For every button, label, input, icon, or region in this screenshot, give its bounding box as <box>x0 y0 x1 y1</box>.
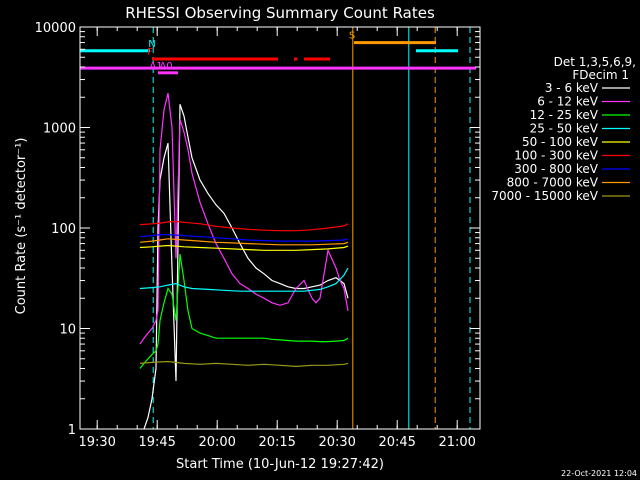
y-axis-label: Count Rate (s⁻¹ detector⁻¹) <box>14 138 29 315</box>
legend-label-4: 50 - 100 keV <box>522 135 599 149</box>
x-tick-label-3: 20:15 <box>258 435 295 450</box>
series-line-0 <box>143 104 349 430</box>
x-tick-label-1: 19:45 <box>138 435 175 450</box>
footer-timestamp: 22-Oct-2021 12:04 <box>561 469 637 478</box>
x-tick-label-5: 20:45 <box>378 435 415 450</box>
y-tick-label-4: 10000 <box>35 21 76 36</box>
legend-label-0: 3 - 6 keV <box>545 81 599 95</box>
legend-title-line-2: FDecim 1 <box>572 68 629 82</box>
legend-label-1: 6 - 12 keV <box>537 95 599 109</box>
legend-title-line-1: Det 1,3,5,6,9, <box>554 55 636 69</box>
status-bar-label-4: A1 <box>149 61 162 72</box>
chart-title: RHESSI Observing Summary Count Rates <box>125 4 435 22</box>
status-bar-label-1: S <box>349 31 355 42</box>
legend-label-3: 25 - 50 keV <box>530 122 599 136</box>
x-tick-label-4: 20:30 <box>318 435 355 450</box>
y-tick-label-3: 1000 <box>43 122 76 137</box>
legend-title: Det 1,3,5,6,9, FDecim 1 <box>554 55 636 82</box>
x-tick-label-2: 20:00 <box>198 435 235 450</box>
y-tick-label-0: 1 <box>68 423 76 438</box>
series-line-5 <box>139 220 349 232</box>
legend-label-6: 300 - 800 keV <box>514 162 598 176</box>
y-tick-label-2: 100 <box>51 222 76 237</box>
status-bar-label-0: N <box>148 39 155 50</box>
series-line-6 <box>139 234 349 242</box>
series-line-7 <box>139 238 349 246</box>
series-line-8 <box>139 360 349 368</box>
x-tick-label-6: 21:00 <box>438 435 475 450</box>
legend-label-8: 7000 - 15000 keV <box>491 189 598 203</box>
x-axis-label: Start Time (10-Jun-12 19:27:42) <box>176 457 384 472</box>
y-tick-label-1: 10 <box>59 323 76 338</box>
series-line-2 <box>139 254 349 369</box>
series-line-3 <box>139 267 349 292</box>
series-line-1 <box>139 92 349 345</box>
status-bar-label-5: A0 <box>159 61 172 72</box>
series-line-4 <box>139 244 349 251</box>
x-tick-label-0: 19:30 <box>78 435 115 450</box>
status-bar-label-2: F <box>147 47 153 58</box>
legend-label-7: 800 - 7000 keV <box>507 176 599 190</box>
legend-label-5: 100 - 300 keV <box>514 149 598 163</box>
legend-label-2: 12 - 25 keV <box>530 108 599 122</box>
